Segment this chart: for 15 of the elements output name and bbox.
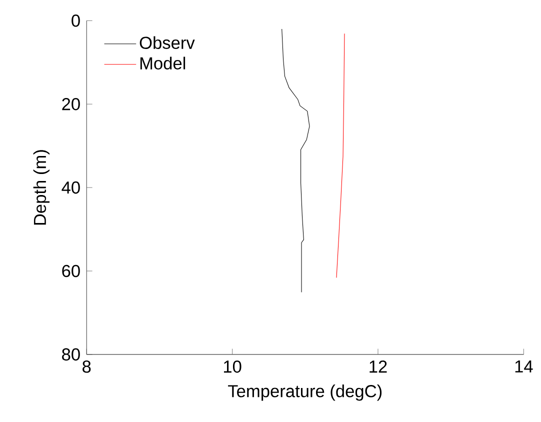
x-axis-title: Temperature (degC): [228, 384, 382, 401]
x-tick-label: 14: [515, 360, 533, 373]
y-tick-label: 40: [62, 182, 80, 194]
y-tick-label: 80: [62, 348, 80, 361]
line-series: [336, 33, 345, 278]
x-tick-label: 12: [370, 360, 387, 373]
line-series: [282, 28, 310, 293]
y-tick-label: 0: [72, 14, 80, 27]
legend-label: Model: [140, 56, 186, 70]
y-axis-title: Depth (m): [33, 150, 50, 225]
x-tick-label: 8: [82, 360, 91, 373]
legend-label: Observ: [140, 36, 195, 50]
y-tick-label: 60: [62, 264, 80, 278]
x-tick-label: 10: [224, 360, 242, 373]
y-tick-label: 20: [62, 98, 80, 110]
